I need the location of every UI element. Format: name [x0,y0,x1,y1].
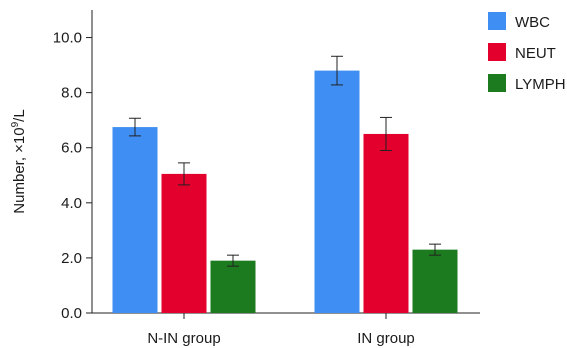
legend-item-lymph: LYMPH [488,74,566,93]
y-axis: 0.0 2.0 4.0 6.0 8.0 10.0 [53,10,93,322]
legend-swatch [488,74,506,92]
bar-neut-0 [161,173,207,313]
y-tick-label: 2.0 [61,250,82,267]
legend-swatch [488,12,506,30]
x-category-label: N-IN group [147,330,220,347]
error-bars [129,55,441,267]
category-labels: N-IN group IN group [147,330,414,347]
legend-label: NEUT [515,45,556,62]
y-axis-title: Number, ×109/L [10,109,28,213]
bar-neut-1 [363,133,409,313]
legend-item-wbc: WBC [488,12,550,31]
y-tick-label: 0.0 [61,305,82,322]
bar-wbc-0 [112,127,158,314]
legend-label: WBC [515,14,550,31]
y-tick-label: 4.0 [61,195,82,212]
y-tick-label: 6.0 [61,140,82,157]
bar-wbc-1 [314,70,360,313]
x-axis [92,312,480,319]
bar-lymph-1 [412,249,458,313]
legend-item-neut: NEUT [488,43,556,62]
legend-swatch [488,43,506,61]
legend: WBC NEUT LYMPH [488,12,566,93]
bars [112,70,458,314]
legend-label: LYMPH [515,76,566,93]
bar-lymph-0 [210,260,256,313]
x-category-label: IN group [357,330,415,347]
y-tick-label: 10.0 [53,30,82,47]
y-tick-label: 8.0 [61,85,82,102]
